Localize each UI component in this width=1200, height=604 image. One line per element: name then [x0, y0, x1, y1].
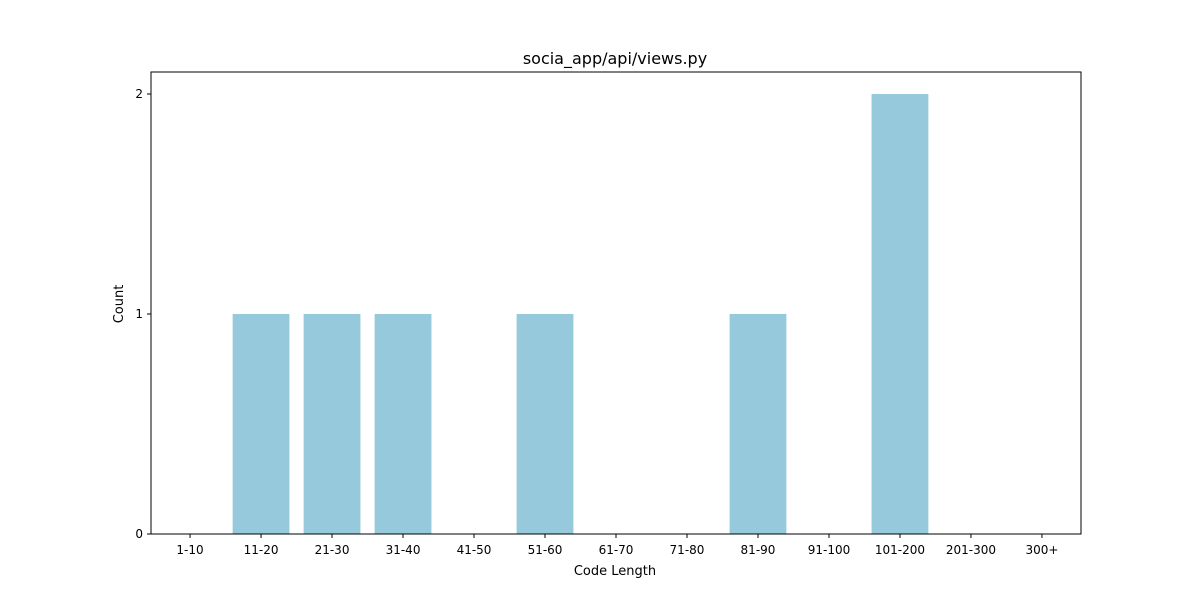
x-tick-label: 51-60 [528, 543, 563, 557]
y-axis-label: Count [112, 285, 127, 324]
x-tick-label: 1-10 [176, 543, 203, 557]
bars-group [232, 94, 929, 534]
y-tick-label: 2 [135, 87, 143, 101]
x-tick-label: 61-70 [599, 543, 634, 557]
x-tick-label: 71-80 [670, 543, 705, 557]
x-tick-label: 300+ [1025, 543, 1058, 557]
x-axis-ticks: 1-10 11-20 21-30 31-40 41-50 51-60 61-70 71-80 8… [176, 534, 1058, 557]
bar-21-30 [303, 314, 361, 534]
y-axis-ticks: 0 1 2 [135, 87, 151, 541]
x-tick-label: 31-40 [386, 543, 421, 557]
bar-51-60 [516, 314, 574, 534]
x-axis-label: Code Length [574, 564, 656, 579]
y-tick-label: 0 [135, 527, 143, 541]
x-tick-label: 101-200 [875, 543, 925, 557]
bar-31-40 [374, 314, 432, 534]
chart-title: socia_app/api/views.py [523, 49, 707, 69]
x-tick-label: 201-300 [946, 543, 996, 557]
x-tick-label: 81-90 [741, 543, 776, 557]
x-tick-label: 91-100 [808, 543, 851, 557]
x-tick-label: 41-50 [457, 543, 492, 557]
bar-81-90 [729, 314, 787, 534]
x-tick-label: 21-30 [315, 543, 350, 557]
x-tick-label: 11-20 [244, 543, 279, 557]
plot-frame [150, 71, 1082, 535]
bar-101-200 [871, 94, 929, 534]
bar-11-20 [232, 314, 290, 534]
y-tick-label: 1 [135, 307, 143, 321]
